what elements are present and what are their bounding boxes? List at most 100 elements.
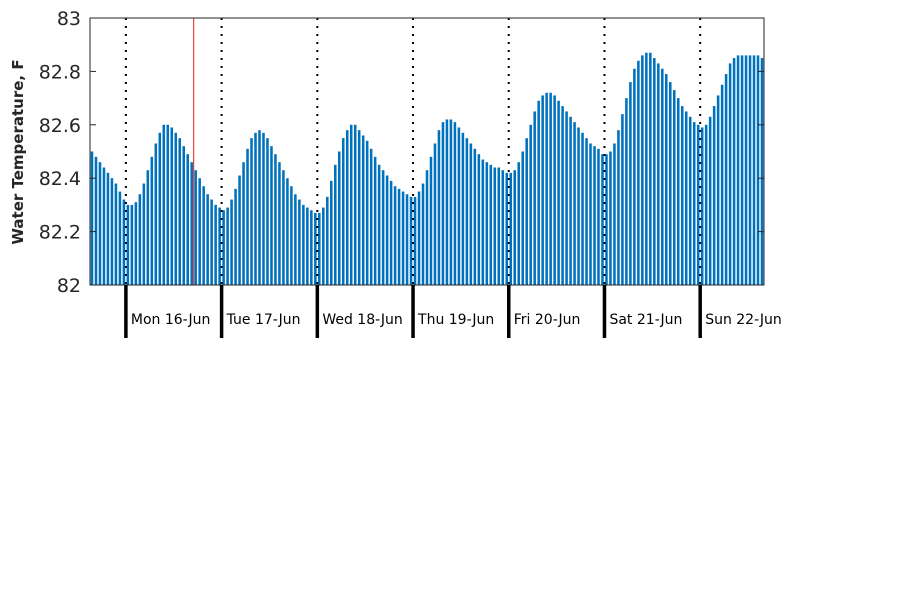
data-bar [469,143,473,285]
data-bar [377,164,381,285]
data-bar [266,138,269,285]
data-bar [744,55,748,285]
data-bar [90,151,94,285]
data-bar [310,210,313,285]
data-bar [716,95,720,286]
data-bar [254,132,257,285]
data-bar [234,188,237,285]
data-bar [501,170,505,285]
data-bar [633,68,636,285]
data-bar [477,154,481,285]
data-bar [740,55,744,285]
data-bar [561,106,564,285]
data-bar [700,127,704,285]
data-bar [645,52,648,286]
data-bar [330,180,333,285]
data-bar [641,55,644,285]
data-bar [365,140,369,285]
data-bar [429,156,433,285]
y-tick-label: 83 [57,8,81,30]
data-bar [322,207,325,285]
data-bar [278,162,281,285]
data-bar [302,204,305,285]
data-bar [282,170,285,285]
data-bar [326,196,329,285]
data-bar [318,212,321,285]
data-bar [441,122,445,285]
data-bar [493,167,497,285]
data-bar [617,130,620,285]
data-bar [425,170,429,285]
data-bar [242,162,245,285]
data-bar [146,170,150,285]
data-bar [453,122,457,285]
data-bar [609,151,612,285]
data-bar [665,74,668,285]
data-bar [114,183,118,285]
axes [89,17,765,286]
data-bar [684,111,688,285]
data-bar [98,162,102,285]
data-bar [230,199,233,285]
data-bar [349,124,353,285]
data-bar [752,55,756,285]
data-bar [601,154,604,285]
data-bar [106,172,110,285]
data-bar [290,186,293,285]
data-bar [385,175,389,285]
data-bar [134,202,138,285]
data-bar [509,172,513,285]
data-bar [194,170,197,285]
data-bar [445,119,449,286]
data-bar [262,132,265,285]
data-bar [732,58,736,285]
data-bar [421,183,425,285]
data-bar [154,143,158,285]
data-bar [637,60,640,285]
data-bar [222,210,225,285]
data-bar [748,55,752,285]
data-bar [437,130,441,285]
data-bar [306,207,309,285]
y-tick-label: 82.4 [39,168,81,190]
data-bar [613,143,616,285]
y-tick-label: 82 [57,275,81,297]
data-bar [581,132,584,285]
data-bar [162,124,166,285]
data-bar [334,164,337,285]
data-bar [270,146,273,285]
data-bar [214,204,217,285]
data-bar [178,138,182,285]
data-bar [461,132,465,285]
data-bar [629,82,632,285]
data-bar [537,100,540,286]
data-bar [712,106,716,285]
y-axis-ticks: 82 82.2 82.4 82.6 82.8 83 [39,8,764,297]
data-bar [760,58,764,285]
data-bar [341,138,345,285]
data-bar [549,92,552,285]
data-bar [485,162,489,285]
data-bar [369,148,373,285]
data-bar [142,183,146,285]
data-bar [589,143,592,285]
data-bar [286,178,289,285]
data-bar [597,148,600,285]
data-bar [708,116,712,285]
day-label: Fri 20-Jun [514,312,581,328]
data-bar [625,98,628,285]
data-bar [533,111,536,285]
data-bar [577,127,580,285]
data-bar [513,170,517,285]
data-bar [405,194,409,285]
y-tick-label: 82.8 [39,61,81,83]
data-bar [158,132,162,285]
data-bar [696,124,700,285]
data-bar [298,199,301,285]
data-bar [736,55,740,285]
day-label: Mon 16-Jun [131,312,211,328]
data-bar [150,156,154,285]
data-bar [728,63,732,285]
day-label: Thu 19-Jun [417,312,494,328]
data-bar [118,191,122,285]
